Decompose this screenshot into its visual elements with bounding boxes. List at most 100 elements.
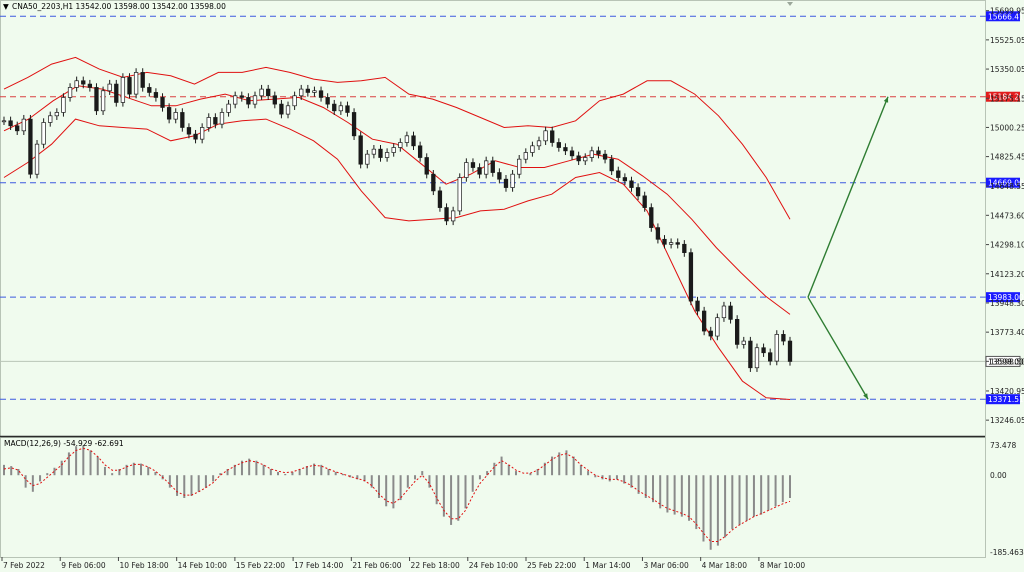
macd-tick-label: 73.478 [990,441,1016,450]
candle-body [616,170,621,178]
price-candles [1,68,793,372]
candle-body [147,87,152,93]
level-badge-label: 14669.06 [988,179,1024,188]
candle-body [583,157,588,162]
level-badge-label: 13983.00 [988,293,1024,302]
candle-body [140,72,145,88]
candle-body [365,153,370,165]
candle-body [318,90,324,98]
time-tick-label: 10 Feb 18:00 [119,561,168,570]
candle-body [81,80,86,85]
candle-body [728,305,733,320]
candle-body [609,158,614,172]
candle-body [285,105,291,115]
candle-body [61,97,66,113]
candle-body [437,190,443,208]
candle-body [761,347,766,354]
candle-body [735,319,740,345]
candle-body [272,95,277,105]
macd-tick-label: 0.00 [990,471,1007,480]
candle-body [193,133,198,140]
price-tick-label: 13420.95 [990,387,1024,396]
candle-body [252,95,258,105]
candle-body [120,77,126,103]
candle-body [768,352,773,362]
candle-body [114,83,119,103]
price-tick-label: 14298.10 [990,241,1024,250]
candle-body [464,162,469,178]
candle-body [246,97,251,105]
time-tick-label: 4 Mar 18:00 [702,561,748,570]
candle-body [596,150,601,155]
candle-body [715,317,720,337]
candle-body [477,167,482,175]
price-tick-label: 13598.50 [990,357,1024,366]
candle-body [15,125,20,132]
candle-body [417,145,423,158]
candle-body [173,112,178,120]
time-tick-label: 9 Feb 06:00 [61,561,106,570]
candle-body [649,207,654,228]
candle-body [695,300,700,312]
candle-body [305,88,310,93]
price-tick-label: 15000.25 [990,123,1024,132]
candle-body [160,97,165,108]
price-tick-label: 13246.05 [990,416,1024,425]
candle-body [635,187,641,197]
symbol-header: CNA50_2203,H1 13542.00 13598.00 13542.00… [12,2,226,11]
candle-body [484,160,489,175]
forecast-arrow-line [807,96,889,298]
candle-body [266,88,271,97]
macd-signal-line [3,447,791,542]
candle-body [787,340,793,362]
time-tick-label: 8 Mar 10:00 [760,561,806,570]
candle-body [754,347,760,369]
time-tick-label: 3 Mar 06:00 [643,561,689,570]
candle-body [781,334,786,342]
candle-body [239,95,244,98]
candle-body [41,122,46,145]
dropdown-arrow-icon[interactable]: ▼ [3,2,9,11]
level-badge [986,91,1020,102]
time-tick-label: 1 Mar 14:00 [585,561,631,570]
macd-panel-frame [0,437,986,558]
candle-body [444,207,449,222]
candle-body [325,97,330,105]
level-badge-label: 15666.41 [988,12,1024,21]
candle-body [424,157,429,175]
candle-body [378,148,383,158]
candle-body [530,145,535,153]
candle-body [259,88,264,97]
candle-body [67,87,73,98]
current-price-label: 13598.00 [988,357,1024,366]
candle-body [100,90,106,112]
candle-body [206,117,211,128]
candle-body [556,142,561,148]
candle-body [332,103,337,112]
candle-body [662,238,667,245]
candle-body [34,143,40,175]
scroll-marker-icon[interactable] [787,2,793,6]
candle-body [186,127,192,135]
candle-body [371,148,377,155]
candle-body [358,135,363,165]
time-tick-label: 15 Feb 22:00 [236,561,285,570]
candle-body [351,112,357,137]
forecast-arrowhead-icon [863,393,868,400]
candle-body [503,178,509,188]
candle-body [668,242,674,245]
candle-body [411,135,416,147]
candle-body [226,103,231,113]
candle-body [54,112,59,117]
candle-body [536,140,542,147]
candle-body [127,77,132,95]
candle-body [457,177,462,212]
time-tick-label: 25 Feb 22:00 [527,561,576,570]
level-badge [986,292,1020,303]
candle-body [404,135,410,143]
candle-body [774,334,779,362]
forecast-arrowhead-icon [883,96,889,103]
horizontal-levels: 15666.41 15184.26 14669.06 13983.00 13371.51… [0,11,1024,405]
